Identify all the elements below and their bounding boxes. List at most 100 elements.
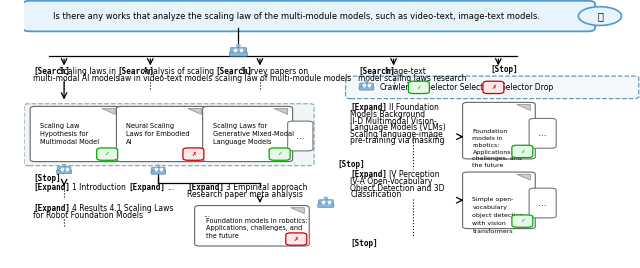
Text: scaling law of multi-module models: scaling law of multi-module models bbox=[215, 74, 351, 83]
Text: ✓: ✓ bbox=[520, 219, 525, 224]
Text: Neural Scaling: Neural Scaling bbox=[126, 123, 174, 129]
FancyBboxPatch shape bbox=[483, 81, 504, 94]
Text: Laws for Embodied: Laws for Embodied bbox=[126, 131, 190, 137]
Text: ✗: ✗ bbox=[491, 85, 496, 90]
Text: [Search]: [Search] bbox=[118, 66, 155, 76]
Polygon shape bbox=[291, 208, 304, 214]
Text: ✓: ✓ bbox=[277, 152, 282, 157]
Polygon shape bbox=[517, 174, 531, 180]
Text: the future: the future bbox=[205, 233, 239, 239]
FancyBboxPatch shape bbox=[203, 106, 292, 162]
FancyBboxPatch shape bbox=[57, 170, 72, 174]
Text: Scaling language-image: Scaling language-image bbox=[351, 129, 444, 139]
Text: pre-training via masking: pre-training via masking bbox=[351, 136, 445, 145]
Text: Applications, challenges, and: Applications, challenges, and bbox=[205, 225, 302, 231]
Text: model scaling laws research: model scaling laws research bbox=[358, 74, 467, 83]
Text: Scaling Laws for: Scaling Laws for bbox=[212, 123, 267, 129]
Text: Survey papers on: Survey papers on bbox=[241, 66, 308, 76]
Text: models in: models in bbox=[472, 136, 503, 141]
Text: ✓: ✓ bbox=[520, 149, 525, 154]
FancyBboxPatch shape bbox=[463, 172, 535, 229]
FancyBboxPatch shape bbox=[529, 118, 556, 148]
Text: Selector Select: Selector Select bbox=[426, 83, 483, 92]
Text: Hypothesis for: Hypothesis for bbox=[40, 131, 88, 137]
Text: ✓: ✓ bbox=[416, 85, 422, 90]
FancyBboxPatch shape bbox=[58, 167, 71, 172]
Circle shape bbox=[324, 197, 328, 199]
FancyBboxPatch shape bbox=[30, 106, 120, 162]
Text: [Stop]: [Stop] bbox=[351, 239, 378, 248]
FancyBboxPatch shape bbox=[319, 200, 333, 205]
Text: Analysis of scaling: Analysis of scaling bbox=[143, 66, 214, 76]
Text: ...: ... bbox=[538, 199, 547, 208]
FancyBboxPatch shape bbox=[195, 206, 309, 246]
Text: [Expand]: [Expand] bbox=[129, 183, 166, 192]
Circle shape bbox=[579, 7, 621, 25]
Text: ...: ... bbox=[204, 210, 211, 219]
FancyBboxPatch shape bbox=[23, 1, 595, 31]
Text: Scaling laws in: Scaling laws in bbox=[59, 66, 116, 76]
Text: the future: the future bbox=[472, 163, 504, 168]
Text: vocabulary: vocabulary bbox=[472, 205, 508, 210]
Text: Crawler: Crawler bbox=[380, 83, 409, 92]
Polygon shape bbox=[188, 109, 202, 114]
Text: 🔍: 🔍 bbox=[597, 11, 603, 21]
Text: II-D Multimodal Vision-: II-D Multimodal Vision- bbox=[351, 117, 437, 126]
Text: [Stop]: [Stop] bbox=[33, 174, 61, 183]
Circle shape bbox=[157, 165, 160, 166]
Text: IV Perception: IV Perception bbox=[389, 170, 440, 179]
FancyBboxPatch shape bbox=[24, 104, 314, 166]
Text: Research paper meta analysis: Research paper meta analysis bbox=[188, 189, 303, 199]
Text: transformers: transformers bbox=[472, 229, 513, 234]
Text: [Expand]: [Expand] bbox=[351, 170, 387, 179]
Text: [Search]: [Search] bbox=[33, 66, 70, 76]
Text: [Stop]: [Stop] bbox=[337, 160, 365, 169]
Text: Generative Mixed-Modal: Generative Mixed-Modal bbox=[212, 131, 294, 137]
Text: Foundation models in robotics:: Foundation models in robotics: bbox=[205, 218, 307, 224]
FancyBboxPatch shape bbox=[152, 167, 165, 172]
Text: IV-A Open-Vocabulary: IV-A Open-Vocabulary bbox=[351, 177, 433, 186]
FancyBboxPatch shape bbox=[116, 106, 206, 162]
FancyBboxPatch shape bbox=[346, 76, 639, 99]
Text: [Expand]: [Expand] bbox=[188, 183, 224, 192]
FancyBboxPatch shape bbox=[287, 121, 313, 151]
Text: [Expand]: [Expand] bbox=[33, 183, 70, 192]
Text: ✓: ✓ bbox=[104, 152, 110, 157]
FancyBboxPatch shape bbox=[97, 148, 118, 160]
Text: Selector Drop: Selector Drop bbox=[500, 83, 553, 92]
FancyBboxPatch shape bbox=[318, 204, 334, 207]
Text: law in video-text models: law in video-text models bbox=[118, 74, 212, 83]
Text: multi-modal AI models: multi-modal AI models bbox=[33, 74, 120, 83]
FancyBboxPatch shape bbox=[512, 145, 533, 158]
Circle shape bbox=[365, 81, 368, 82]
Text: Foundation: Foundation bbox=[472, 129, 508, 134]
Text: [Search]: [Search] bbox=[215, 66, 252, 76]
Text: Simple open-: Simple open- bbox=[472, 197, 514, 202]
FancyBboxPatch shape bbox=[408, 81, 429, 94]
Text: ...: ... bbox=[168, 183, 175, 192]
Text: II Foundation: II Foundation bbox=[389, 103, 439, 112]
FancyBboxPatch shape bbox=[512, 215, 533, 227]
Text: 3 Empirical approach: 3 Empirical approach bbox=[226, 183, 308, 192]
Text: [Search]: [Search] bbox=[358, 66, 396, 76]
Text: [Expand]: [Expand] bbox=[351, 103, 387, 112]
Text: object detection: object detection bbox=[472, 213, 524, 218]
Text: ...: ... bbox=[296, 132, 305, 141]
Text: ...: ... bbox=[538, 129, 547, 138]
Text: Multimodal Model: Multimodal Model bbox=[40, 139, 99, 145]
Text: Language Models (VLMs): Language Models (VLMs) bbox=[351, 123, 446, 132]
Text: with vision: with vision bbox=[472, 221, 506, 226]
FancyBboxPatch shape bbox=[183, 148, 204, 160]
Text: Is there any works that analyze the scaling law of the multi-module models, such: Is there any works that analyze the scal… bbox=[53, 12, 540, 21]
FancyBboxPatch shape bbox=[529, 188, 556, 218]
Text: Applications,: Applications, bbox=[472, 150, 513, 155]
Polygon shape bbox=[102, 109, 115, 114]
FancyBboxPatch shape bbox=[359, 87, 374, 90]
Circle shape bbox=[237, 45, 240, 46]
Text: Classification: Classification bbox=[351, 190, 402, 199]
Text: [Stop]: [Stop] bbox=[490, 65, 518, 74]
FancyBboxPatch shape bbox=[286, 233, 307, 245]
Text: Scaling Law: Scaling Law bbox=[40, 123, 79, 129]
FancyBboxPatch shape bbox=[151, 171, 166, 174]
Text: Models Background: Models Background bbox=[351, 110, 426, 119]
